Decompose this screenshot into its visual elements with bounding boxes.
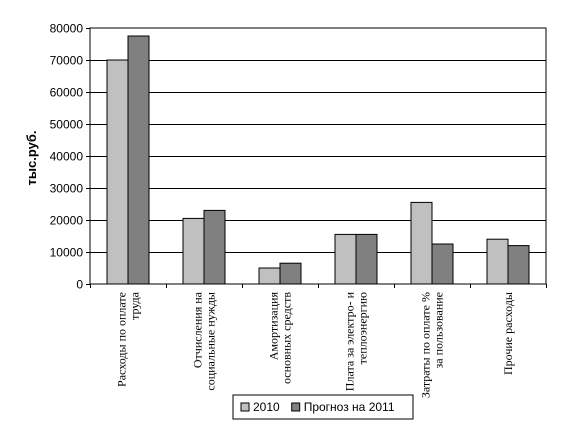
x-axis-categories: Расходы по оплатетруда Отчисления насоциа…: [115, 291, 516, 398]
y-tick-label: 50000: [50, 118, 84, 132]
y-tick-label: 70000: [50, 54, 84, 68]
y-tick-label: 40000: [50, 150, 84, 164]
legend-label-1: Прогноз на 2011: [304, 400, 395, 414]
y-tick-label: 10000: [50, 246, 84, 260]
bar-series2-1: [203, 209, 226, 285]
bar-series2-0: [127, 35, 150, 285]
y-axis-ticks: 0 10000 20000 30000 40000 50000 60000 70000 8000…: [50, 22, 90, 292]
legend-swatch-1: [291, 402, 301, 412]
bar-series2-2: [279, 262, 302, 285]
plot-area: [89, 27, 547, 288]
bar-series2-5: [507, 245, 530, 285]
legend-label-0: 2010: [253, 400, 280, 414]
bar-series1-1: [182, 217, 205, 285]
y-tick-label: 60000: [50, 86, 84, 100]
category-label-2: Амортизацияосновных средств: [267, 292, 294, 385]
bar-series2-4: [431, 243, 454, 285]
y-tick-label: 0: [76, 278, 83, 292]
category-label-3: Плата за электро- итеплоэнергию: [343, 291, 370, 391]
bar-series1-3: [334, 233, 357, 285]
y-tick-label: 20000: [50, 214, 84, 228]
y-axis-label: тыс.руб.: [24, 131, 39, 186]
bar-series1-0: [106, 59, 129, 285]
legend: 2010 Прогноз на 2011: [232, 394, 414, 420]
y-tick-label: 80000: [50, 22, 84, 36]
bar-series1-4: [410, 201, 433, 285]
category-label-4: Затраты по оплате %за пользование: [419, 292, 446, 398]
bar-series2-3: [355, 233, 378, 285]
y-tick-label: 30000: [50, 182, 84, 196]
legend-box: [232, 394, 414, 420]
legend-swatch-0: [240, 402, 250, 412]
bar-series1-2: [258, 267, 281, 285]
category-label-1: Отчисления насоциальные нужды: [191, 291, 218, 390]
category-label-5: Прочие расходы: [501, 292, 515, 375]
category-label-0: Расходы по оплатетруда: [115, 291, 142, 387]
bar-series1-5: [486, 238, 509, 285]
